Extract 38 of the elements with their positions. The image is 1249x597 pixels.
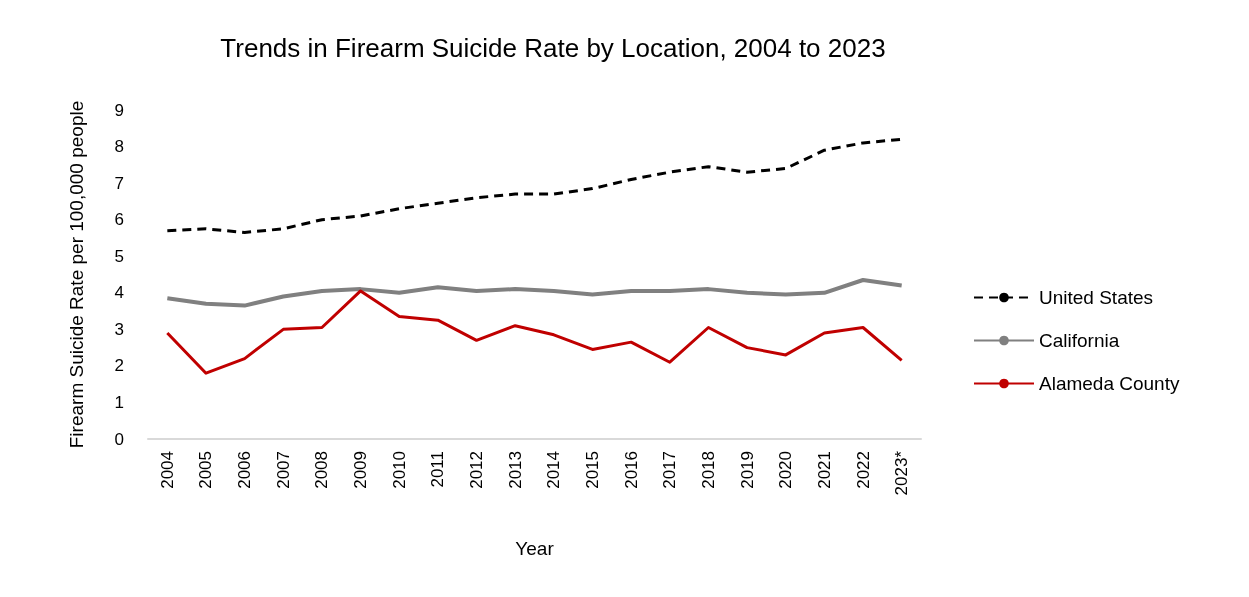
y-tick-label: 6 xyxy=(114,210,124,230)
y-tick-label: 7 xyxy=(114,173,124,193)
x-tick-label: 2012 xyxy=(467,451,487,489)
x-tick-label: 2015 xyxy=(582,451,602,489)
x-tick-label: 2013 xyxy=(505,451,525,489)
x-tick-label: 2019 xyxy=(737,451,757,489)
x-axis-title: Year xyxy=(515,538,555,559)
legend-label: California xyxy=(1039,330,1120,351)
y-tick-label: 3 xyxy=(114,319,124,339)
x-tick-label: 2018 xyxy=(698,451,718,489)
y-tick-label: 1 xyxy=(114,392,124,412)
x-tick-label: 2009 xyxy=(351,451,371,489)
x-tick-label: 2014 xyxy=(544,451,564,489)
line-series xyxy=(165,289,904,375)
y-tick-label: 9 xyxy=(114,100,124,120)
x-tick-label: 2016 xyxy=(621,451,641,489)
y-tick-label: 5 xyxy=(114,246,124,266)
x-tick-label: 2010 xyxy=(389,451,409,489)
x-tick-label: 2021 xyxy=(814,451,834,489)
y-axis-title: Firearm Suicide Rate per 100,000 people xyxy=(65,100,87,449)
y-tick-label: 4 xyxy=(114,283,124,303)
x-tick-label: 2017 xyxy=(660,451,680,489)
x-tick-label: 2022 xyxy=(853,451,873,489)
x-tick-label: 2023* xyxy=(892,450,912,496)
x-tick-label: 2005 xyxy=(196,451,216,489)
x-tick-label: 2020 xyxy=(776,451,796,489)
x-tick-label: 2007 xyxy=(273,451,293,489)
legend-label: Alameda County xyxy=(1039,373,1180,394)
y-tick-label: 0 xyxy=(114,429,124,449)
x-tick-label: 2006 xyxy=(235,451,255,489)
chart-title: Trends in Firearm Suicide Rate by Location, 2004 to 2023 xyxy=(220,33,886,63)
legend-label: United States xyxy=(1039,287,1154,308)
y-tick-label: 8 xyxy=(114,137,124,157)
line-series xyxy=(165,277,904,308)
x-tick-label: 2008 xyxy=(312,451,332,489)
x-tick-label: 2011 xyxy=(428,451,448,488)
x-tick-label: 2004 xyxy=(157,451,177,489)
y-tick-label: 2 xyxy=(114,356,124,376)
